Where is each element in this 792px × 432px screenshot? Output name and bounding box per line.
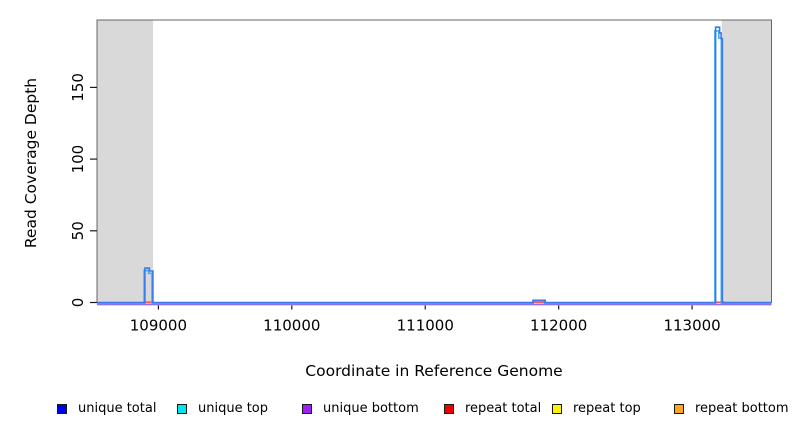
x-tick-label: 109000 — [130, 317, 187, 335]
x-axis-title: Coordinate in Reference Genome — [305, 362, 563, 380]
legend-item-repeat-bottom: repeat bottom — [674, 401, 789, 417]
unique-bottom-swatch-icon — [302, 404, 312, 414]
y-tick-label: 100 — [69, 145, 87, 174]
legend-label: unique total — [78, 401, 157, 416]
repeat-bottom-swatch-icon — [674, 404, 684, 414]
y-tick-label: 0 — [69, 298, 87, 308]
shaded-region — [97, 20, 154, 303]
series-unique-total — [97, 26, 772, 304]
series-unique-top — [97, 30, 772, 305]
repeat-total-swatch-icon — [444, 404, 454, 414]
unique-top-swatch-icon — [177, 404, 187, 414]
legend-label: repeat top — [573, 401, 641, 416]
legend-item-unique-top: unique top — [177, 401, 268, 417]
legend-label: unique top — [198, 401, 269, 416]
legend-item-unique-total: unique total — [57, 401, 156, 417]
legend-label: repeat total — [465, 401, 542, 416]
x-tick-label: 110000 — [263, 317, 320, 335]
x-tick-label: 113000 — [663, 317, 720, 335]
plot-frame — [96, 19, 772, 303]
y-axis-title: Read Coverage Depth — [22, 77, 40, 249]
repeat-top-swatch-icon — [552, 404, 562, 414]
legend-item-repeat-total: repeat total — [444, 401, 541, 417]
x-tick-label: 112000 — [530, 317, 587, 335]
legend-item-repeat-top: repeat top — [552, 401, 641, 417]
legend: unique total unique top unique bottom re… — [0, 401, 792, 423]
unique-total-swatch-icon — [57, 404, 67, 414]
legend-label: unique bottom — [323, 401, 419, 416]
y-tick-label: 50 — [69, 221, 87, 240]
shaded-region — [721, 20, 772, 303]
legend-label: repeat bottom — [695, 401, 789, 416]
x-tick-label: 111000 — [397, 317, 454, 335]
y-tick-label: 150 — [69, 73, 87, 102]
legend-item-unique-bottom: unique bottom — [302, 401, 419, 417]
